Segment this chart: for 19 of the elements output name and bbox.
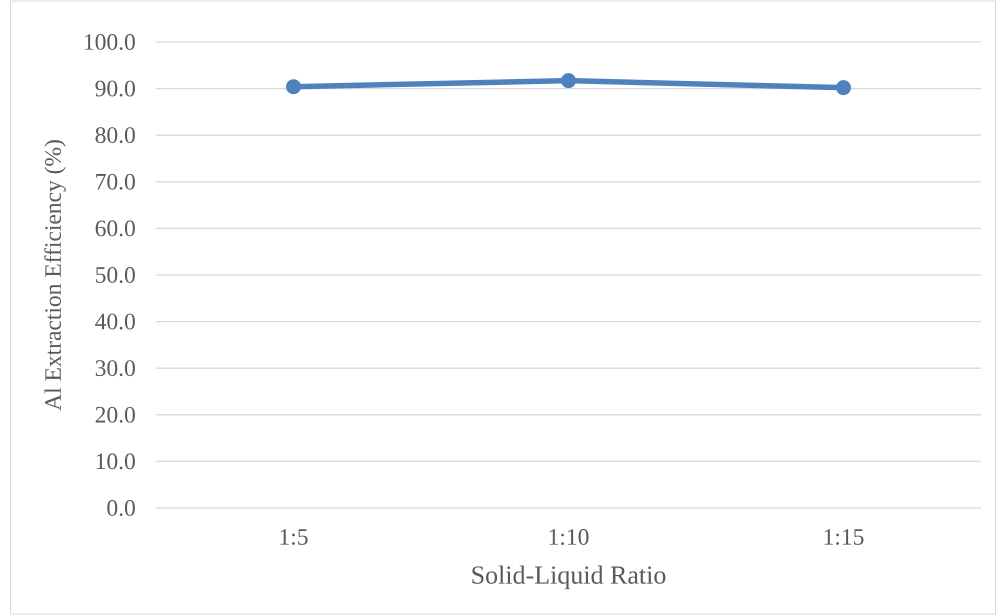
y-tick-label: 80.0 — [96, 127, 135, 144]
y-axis-title: Al Extraction Efficiency (%) — [44, 140, 66, 411]
y-tick-label: 50.0 — [96, 267, 135, 283]
x-tick-label: 1:5 — [280, 529, 308, 545]
y-tick-label: 10.0 — [96, 453, 135, 470]
y-tick-label: 90.0 — [95, 80, 135, 97]
y-tick-label: 30.0 — [96, 360, 135, 376]
point — [836, 80, 852, 96]
x-tick-label: 1:15 — [824, 529, 864, 545]
point — [561, 73, 576, 88]
x-axis-title: Solid-Liquid Ratio — [472, 566, 666, 590]
y-tick-label: 60.0 — [96, 220, 135, 236]
point — [286, 79, 302, 94]
y-tick-label: 100.0 — [84, 34, 135, 50]
y-tick-label: 40.0 — [95, 314, 135, 330]
y-tick-label: 0.0 — [107, 500, 135, 516]
x-tick-label: 1:10 — [550, 529, 589, 545]
y-tick-label: 70.0 — [96, 174, 135, 190]
y-tick-label: 20.0 — [96, 406, 135, 423]
